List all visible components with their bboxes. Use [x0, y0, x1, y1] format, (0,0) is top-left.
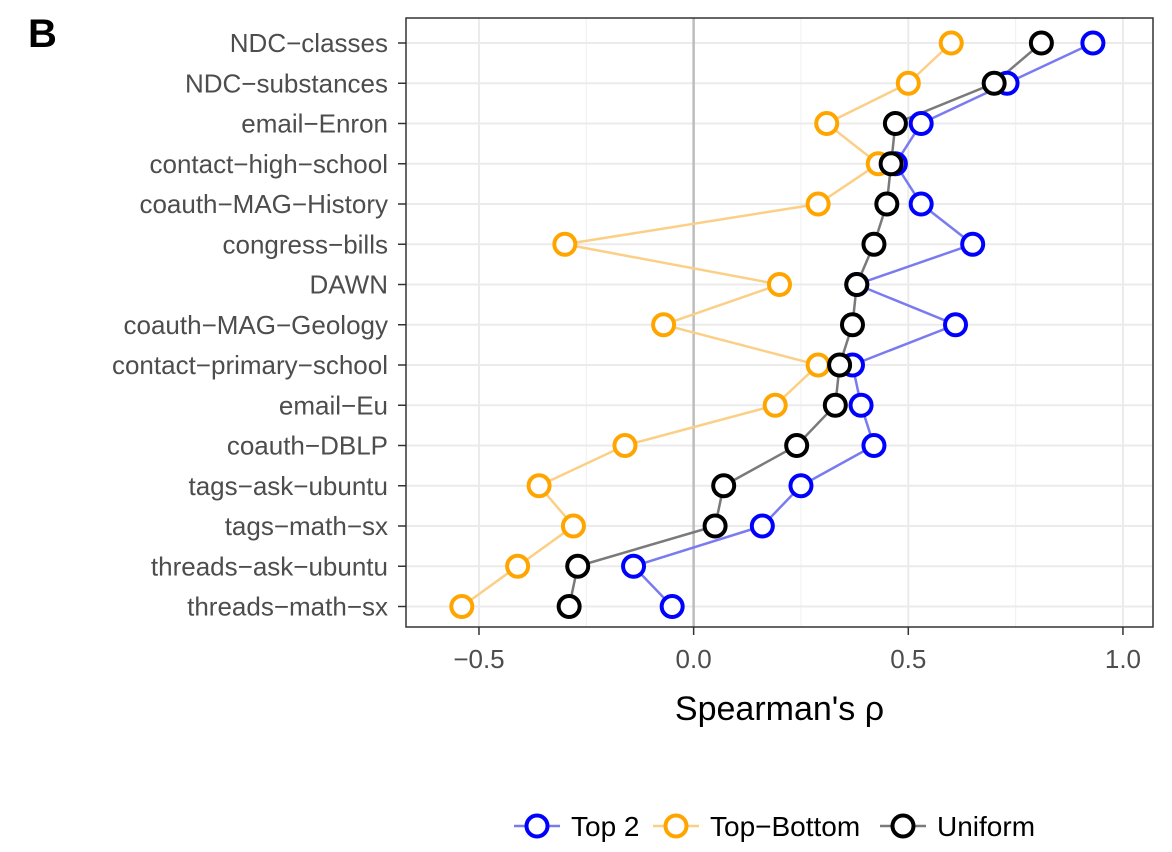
legend-label: Uniform: [937, 811, 1035, 842]
data-point: [784, 433, 810, 458]
legend-key-point: [890, 813, 916, 839]
y-tick-label: congress−bills: [223, 229, 388, 259]
data-point: [805, 352, 831, 378]
data-point: [844, 272, 870, 297]
data-point: [526, 473, 552, 499]
data-point: [882, 111, 908, 136]
legend-label: Top−Bottom: [710, 811, 860, 842]
data-point: [878, 151, 904, 177]
data-point: [908, 191, 934, 217]
data-point: [805, 191, 831, 217]
data-point: [861, 231, 887, 257]
y-tick-label: coauth−DBLP: [227, 431, 388, 461]
data-point: [960, 231, 986, 257]
x-tick-label: 1.0: [1105, 644, 1141, 674]
y-tick-label: DAWN: [310, 270, 388, 300]
data-point: [908, 111, 934, 136]
y-tick-label: coauth−MAG−History: [139, 189, 388, 219]
data-point: [449, 594, 475, 619]
legend-label: Top 2: [571, 811, 640, 842]
data-point: [1080, 30, 1106, 56]
x-tick-label: 0.0: [676, 644, 712, 674]
data-point: [938, 30, 964, 56]
data-point: [895, 70, 921, 96]
plot-border: [405, 17, 1154, 628]
data-point: [505, 553, 531, 579]
data-point: [814, 111, 840, 136]
data-point: [749, 513, 775, 539]
data-point: [848, 392, 874, 418]
panel-label: B: [28, 12, 57, 56]
data-point: [659, 594, 685, 619]
data-point: [788, 473, 814, 499]
data-point: [552, 231, 578, 257]
y-tick-label: tags−math−sx: [225, 511, 388, 541]
legend-key-point: [524, 813, 550, 839]
y-tick-label: contact−high−school: [149, 149, 388, 179]
y-tick-label: threads−ask−ubuntu: [151, 551, 388, 581]
y-tick-label: coauth−MAG−Geology: [124, 310, 389, 340]
data-point: [822, 392, 848, 418]
data-point: [1028, 30, 1054, 56]
data-point: [767, 272, 792, 297]
data-point: [762, 392, 788, 418]
data-point: [621, 553, 647, 579]
y-tick-label: tags−ask−ubuntu: [189, 471, 389, 501]
x-axis-title: Spearman's ρ: [675, 690, 884, 728]
y-tick-label: email−Enron: [241, 109, 388, 139]
data-point: [981, 70, 1007, 96]
y-tick-label: threads−math−sx: [187, 592, 388, 622]
legend-key-point: [663, 813, 689, 839]
data-point: [839, 312, 865, 338]
data-point: [560, 513, 586, 539]
data-point: [565, 553, 591, 579]
plot-background: [406, 18, 1153, 627]
y-tick-label: NDC−classes: [230, 28, 388, 58]
x-tick-label: 0.5: [890, 644, 926, 674]
data-point: [827, 352, 853, 378]
y-tick-label: NDC−substances: [185, 68, 388, 98]
y-tick-label: contact−primary−school: [112, 350, 388, 380]
data-point: [943, 312, 969, 338]
data-point: [651, 312, 677, 338]
data-point: [861, 433, 887, 458]
data-point: [711, 473, 737, 499]
data-point: [702, 513, 728, 539]
y-tick-label: email−Eu: [279, 390, 388, 420]
data-point: [874, 191, 900, 217]
data-point: [556, 594, 582, 619]
data-point: [612, 433, 638, 458]
x-tick-label: −0.5: [453, 644, 504, 674]
